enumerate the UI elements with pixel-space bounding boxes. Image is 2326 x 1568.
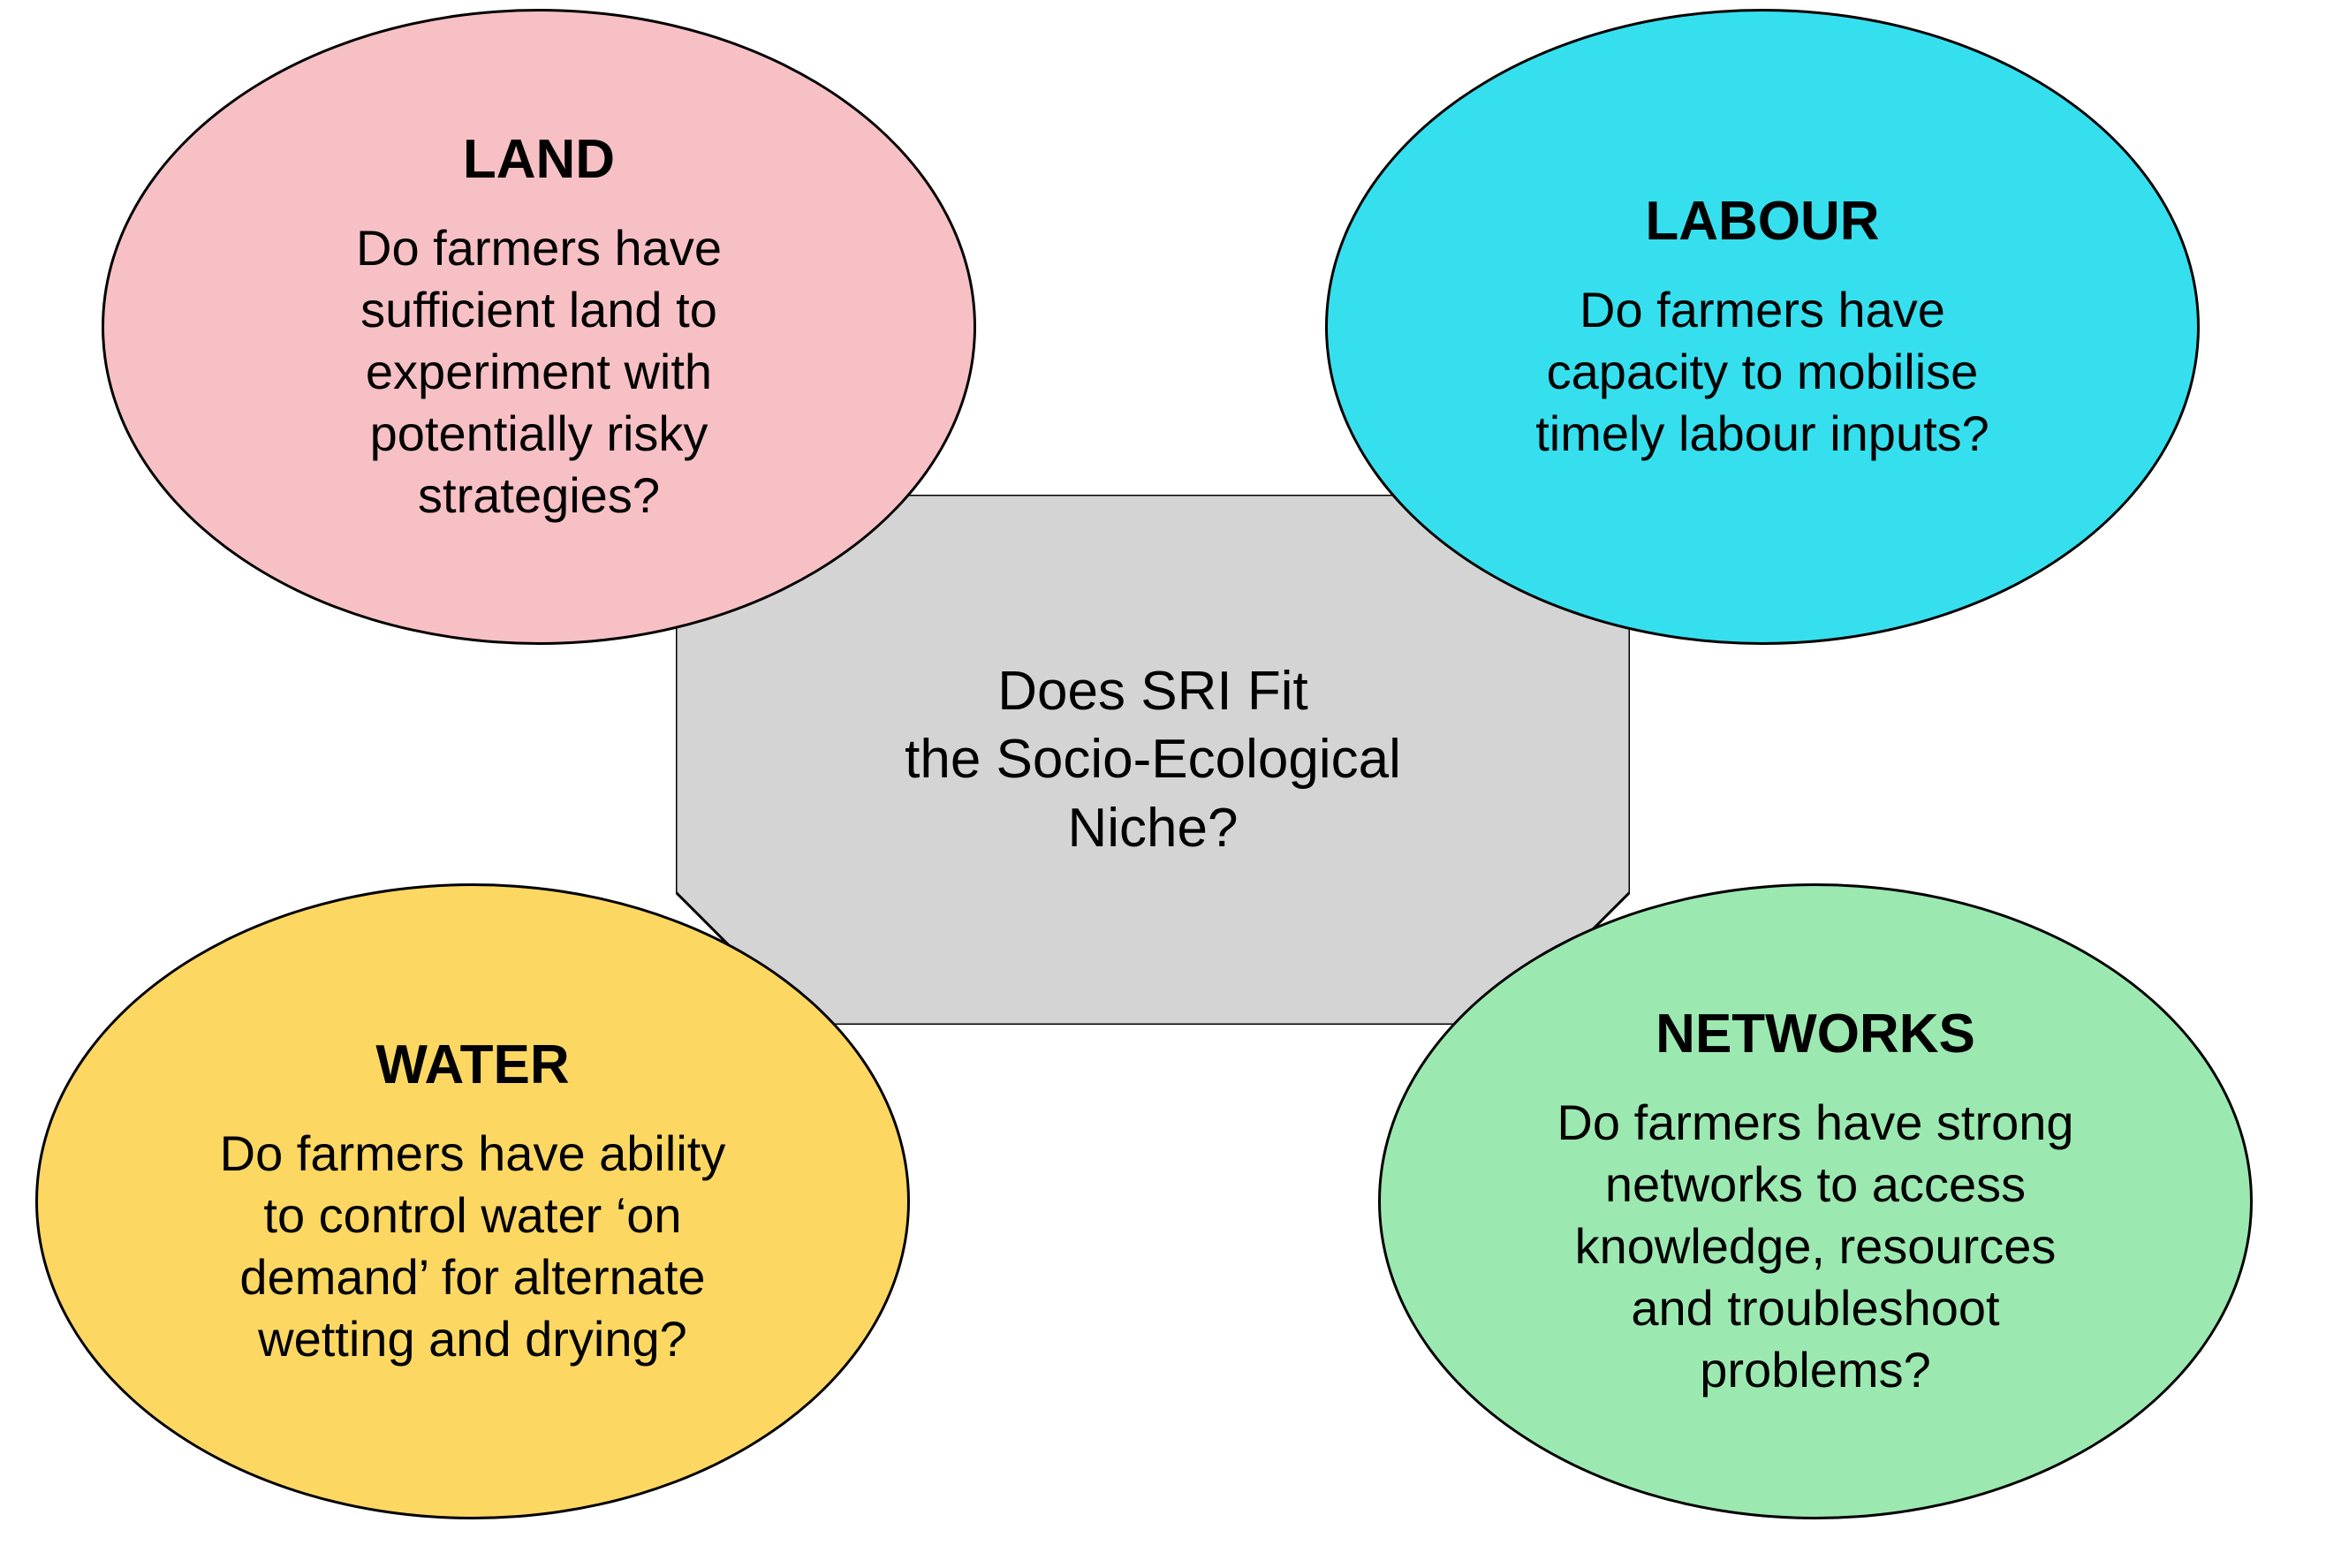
land-body: Do farmers have sufficient land to exper… (356, 217, 722, 526)
networks-title: NETWORKS (1655, 1003, 1975, 1065)
land-ellipse: LAND Do farmers have sufficient land to … (102, 9, 976, 645)
center-question-text: Does SRI Fit the Socio-Ecological Niche? (905, 657, 1401, 863)
labour-title: LABOUR (1645, 190, 1879, 253)
networks-body: Do farmers have strong networks to acces… (1557, 1092, 2073, 1401)
labour-body: Do farmers have capacity to mobilise tim… (1535, 279, 1989, 465)
land-title: LAND (463, 128, 615, 191)
diagram-canvas: Does SRI Fit the Socio-Ecological Niche?… (0, 0, 2326, 1568)
labour-ellipse: LABOUR Do farmers have capacity to mobil… (1325, 9, 2200, 645)
water-ellipse: WATER Do farmers have ability to control… (35, 883, 910, 1519)
water-body: Do farmers have ability to control water… (220, 1123, 726, 1370)
water-title: WATER (375, 1034, 569, 1096)
networks-ellipse: NETWORKS Do farmers have strong networks… (1378, 883, 2253, 1519)
